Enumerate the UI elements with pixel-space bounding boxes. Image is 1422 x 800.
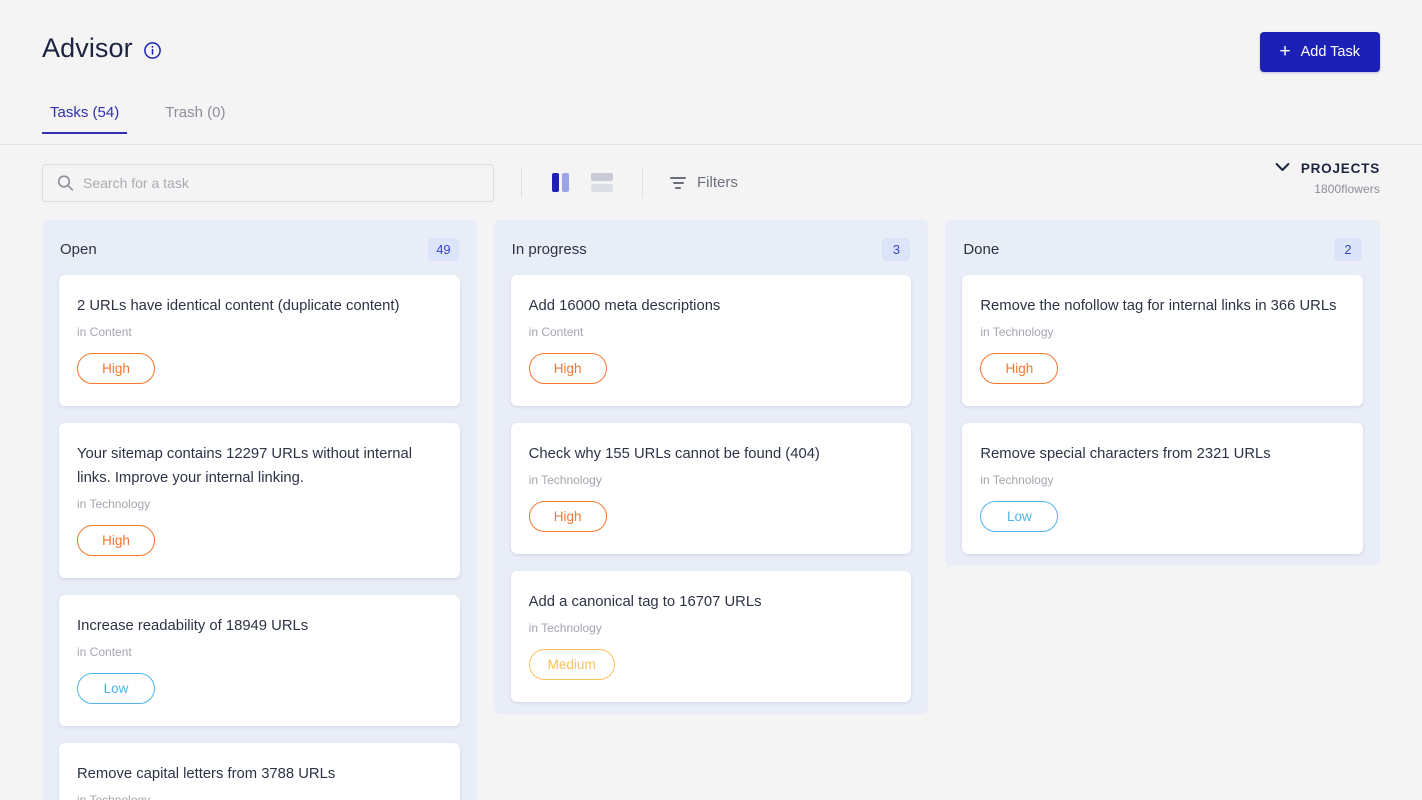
task-category: in Technology (528, 472, 602, 487)
chevron-down-icon (1275, 159, 1290, 177)
projects-selector[interactable]: PROJECTS 1800flowers (1275, 159, 1380, 196)
filter-icon (670, 176, 686, 189)
priority-badge[interactable]: High (528, 500, 607, 532)
toolbar-divider-2 (642, 167, 643, 198)
column-count-badge: 2 (1334, 238, 1363, 261)
board-column: Open 49 2 URLs have identical content (dup… (42, 220, 477, 800)
task-card[interactable]: Add 16000 meta descriptions in Content Hig… (510, 275, 912, 406)
toolbar: Filters PROJECTS 1800flowers (0, 145, 1422, 220)
list-bar-top (591, 173, 613, 181)
task-card[interactable]: Remove special characters from 2321 URLs… (962, 422, 1364, 554)
task-category: in Technology (77, 792, 151, 800)
board-column: In progress 3 Add 16000 meta descriptions i… (493, 220, 929, 714)
task-title: Add 16000 meta descriptions (528, 298, 721, 314)
task-title: Increase readability of 18949 URLs (77, 617, 309, 634)
card-list: Remove the nofollow tag for internal lin… (945, 275, 1380, 554)
priority-badge[interactable]: High (77, 352, 155, 384)
column-header: In progress 3 (494, 220, 929, 275)
task-card[interactable]: Remove the nofollow tag for internal lin… (962, 275, 1364, 406)
tabs-bar: Tasks (54) Trash (0) (0, 104, 1422, 145)
task-category: in Technology (528, 620, 602, 635)
kanban-view-icon[interactable] (549, 170, 572, 195)
task-title: Add a canonical tag to 16707 URLs (528, 593, 762, 610)
filters-button[interactable]: Filters (668, 170, 740, 195)
task-title: Check why 155 URLs cannot be found (404) (528, 445, 820, 462)
board-column: Done 2 Remove the nofollow tag for interna… (945, 220, 1381, 566)
task-title: 2 URLs have identical content (duplicate… (77, 298, 400, 314)
list-bar-bottom (591, 184, 613, 192)
task-title: Remove the nofollow tag for internal lin… (980, 298, 1337, 314)
task-category: in Content (77, 644, 132, 659)
card-list: Add 16000 meta descriptions in Content Hig… (494, 275, 929, 702)
task-category: in Content (77, 324, 132, 339)
column-title: Done (963, 241, 1000, 258)
projects-selected-value: 1800flowers (1314, 182, 1380, 196)
card-list: 2 URLs have identical content (duplicate… (42, 275, 477, 800)
task-card[interactable]: 2 URLs have identical content (duplicate… (59, 275, 460, 406)
projects-label: PROJECTS (1300, 160, 1380, 176)
plus-icon: + (1279, 40, 1291, 62)
filters-label: Filters (697, 174, 738, 191)
task-category: in Technology (77, 496, 151, 511)
column-header: Done 2 (945, 220, 1380, 275)
search-input[interactable] (42, 163, 494, 202)
search-field-wrapper (42, 163, 494, 202)
info-circle-icon[interactable] (143, 41, 161, 59)
filter-line-1 (670, 176, 686, 179)
page-header: Advisor + Add Task (0, 0, 1422, 104)
task-title: Remove special characters from 2321 URLs (980, 445, 1271, 462)
projects-row: PROJECTS (1275, 159, 1380, 177)
tab-trash[interactable]: Trash (0) (157, 104, 233, 134)
page-title: Advisor (42, 33, 133, 63)
add-task-label: Add Task (1300, 44, 1360, 60)
priority-badge[interactable]: Low (980, 500, 1059, 532)
filter-line-3 (675, 186, 681, 189)
add-task-button[interactable]: + Add Task (1259, 32, 1380, 72)
kanban-board: Open 49 2 URLs have identical content (dup… (0, 220, 1422, 800)
task-category: in Technology (980, 472, 1054, 487)
column-title: Open (60, 241, 97, 258)
toolbar-divider-1 (521, 167, 522, 198)
filter-line-2 (672, 181, 684, 184)
priority-badge[interactable]: Medium (528, 648, 615, 680)
tab-tasks[interactable]: Tasks (54) (42, 104, 128, 134)
task-card[interactable]: Check why 155 URLs cannot be found (404)… (510, 422, 912, 554)
task-category: in Content (528, 324, 584, 339)
task-title: Remove capital letters from 3788 URLs (77, 765, 336, 782)
list-icon-bars (591, 173, 613, 192)
column-title: In progress (511, 241, 587, 258)
task-card[interactable]: Remove capital letters from 3788 URLs in … (59, 742, 460, 800)
priority-badge[interactable]: High (77, 524, 155, 556)
column-count-badge: 49 (428, 238, 459, 261)
priority-badge[interactable]: High (528, 352, 607, 384)
kanban-bar-left (552, 173, 559, 192)
title-row: Advisor (42, 0, 1380, 64)
view-toggles (549, 170, 616, 195)
column-header: Open 49 (42, 220, 477, 275)
task-card[interactable]: Add a canonical tag to 16707 URLs in Tech… (510, 570, 912, 702)
task-category: in Technology (980, 324, 1054, 339)
priority-badge[interactable]: High (980, 352, 1059, 384)
task-title: Your sitemap contains 12297 URLs without… (77, 445, 413, 486)
kanban-bar-right (562, 173, 569, 192)
task-card[interactable]: Increase readability of 18949 URLs in Con… (59, 594, 460, 726)
column-count-badge: 3 (882, 238, 911, 261)
task-card[interactable]: Your sitemap contains 12297 URLs without… (59, 422, 460, 578)
list-view-icon[interactable] (588, 170, 616, 195)
priority-badge[interactable]: Low (77, 672, 155, 704)
